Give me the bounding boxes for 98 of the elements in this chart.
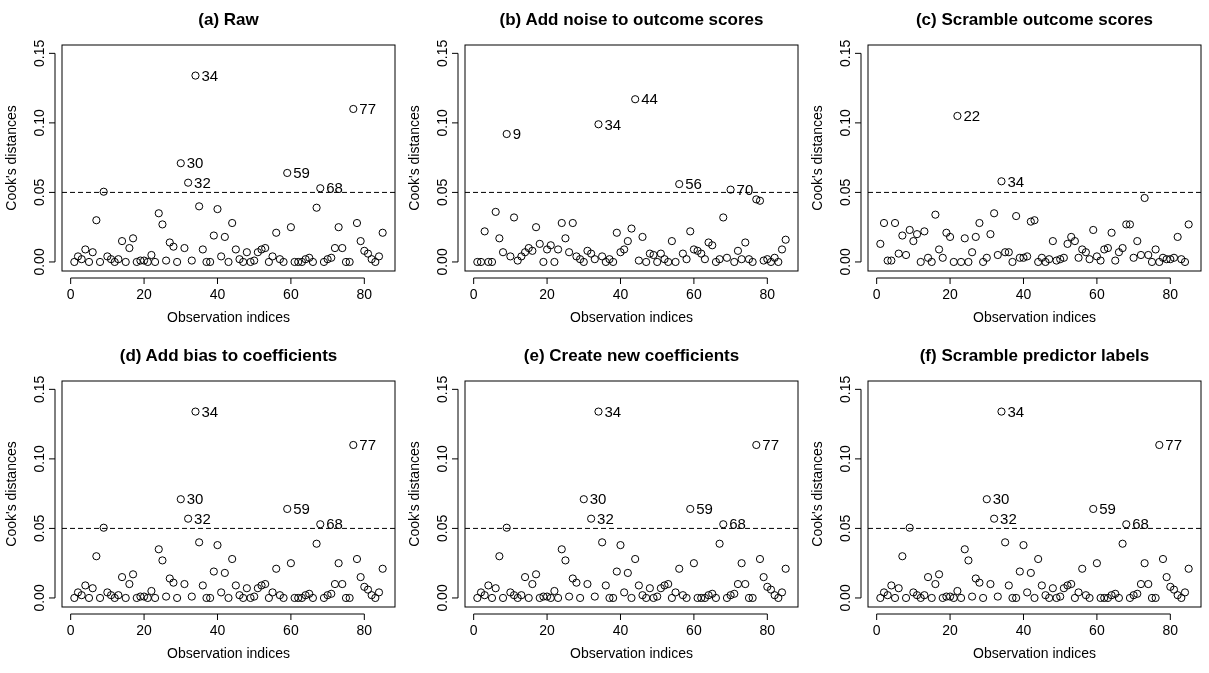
y-tick-label: 0.15	[837, 375, 853, 403]
y-tick-label: 0.15	[31, 39, 47, 67]
annotation: 30	[589, 490, 607, 508]
annotation: 34	[1007, 172, 1025, 190]
y-tick-label: 0.15	[434, 39, 450, 67]
x-axis-title: Observation indices	[973, 645, 1096, 661]
annotation: 32	[597, 509, 614, 527]
annotation: 44	[641, 90, 658, 108]
annotation: 32	[194, 173, 211, 191]
x-tick-label: 40	[1015, 286, 1032, 302]
y-tick-label: 0.05	[434, 178, 450, 207]
annotation: 34	[604, 402, 622, 420]
x-tick-label: 60	[1089, 286, 1105, 302]
x-tick-label: 60	[686, 622, 702, 638]
x-axis-title: Observation indices	[570, 645, 693, 661]
x-tick-label: 0	[872, 286, 881, 302]
y-tick-label: 0.00	[837, 248, 853, 276]
y-tick-label: 0.05	[837, 514, 853, 543]
x-tick-label: 20	[136, 286, 153, 302]
y-axis-title: Cook's distances	[406, 441, 422, 547]
y-tick-label: 0.10	[31, 445, 47, 473]
annotation: 56	[685, 175, 702, 193]
chart-title: (d) Add bias to coefficients	[119, 346, 338, 365]
x-tick-label: 0	[469, 286, 478, 302]
y-tick-label: 0.00	[31, 248, 47, 276]
y-tick-label: 0.05	[31, 514, 47, 543]
x-axis-title: Observation indices	[570, 309, 693, 325]
x-tick-label: 20	[942, 622, 959, 638]
x-tick-label: 80	[759, 286, 776, 302]
annotation: 77	[762, 436, 779, 454]
x-tick-label: 40	[1015, 622, 1032, 638]
x-tick-label: 60	[686, 286, 702, 302]
x-tick-label: 0	[66, 286, 75, 302]
x-tick-label: 20	[539, 286, 556, 302]
chart-title: (f) Scramble predictor labels	[919, 346, 1150, 365]
x-tick-label: 0	[872, 622, 881, 638]
x-axis-title: Observation indices	[973, 309, 1096, 325]
x-tick-label: 80	[356, 286, 373, 302]
x-tick-label: 40	[612, 286, 629, 302]
y-tick-label: 0.05	[31, 178, 47, 207]
annotation: 9	[512, 125, 522, 143]
x-tick-label: 40	[612, 622, 629, 638]
y-tick-label: 0.10	[434, 109, 450, 137]
y-axis-title: Cook's distances	[3, 441, 19, 547]
chart-title: (c) Scramble outcome scores	[915, 10, 1154, 29]
x-tick-label: 80	[1162, 286, 1179, 302]
x-tick-label: 60	[283, 622, 299, 638]
annotation: 22	[963, 107, 981, 125]
y-tick-label: 0.05	[434, 514, 450, 543]
x-tick-label: 20	[539, 622, 556, 638]
y-tick-label: 0.15	[837, 39, 853, 67]
annotation: 30	[186, 490, 204, 508]
y-tick-label: 0.00	[434, 248, 450, 276]
x-tick-label: 60	[1089, 622, 1105, 638]
annotation: 34	[201, 66, 219, 84]
annotation: 77	[1165, 436, 1182, 454]
y-tick-label: 0.15	[31, 375, 47, 403]
y-axis-title: Cook's distances	[809, 441, 825, 547]
x-tick-label: 80	[1162, 622, 1179, 638]
x-tick-label: 60	[283, 286, 299, 302]
x-tick-label: 20	[942, 286, 959, 302]
x-tick-label: 80	[759, 622, 776, 638]
y-axis-title: Cook's distances	[809, 105, 825, 211]
y-tick-label: 0.00	[837, 584, 853, 612]
annotation: 59	[293, 500, 310, 518]
x-tick-label: 20	[136, 622, 153, 638]
x-tick-label: 40	[209, 622, 226, 638]
y-tick-label: 0.10	[837, 109, 853, 137]
annotation: 59	[293, 164, 310, 182]
annotation: 77	[359, 436, 376, 454]
chart-title: (e) Create new coefficients	[523, 346, 740, 365]
y-tick-label: 0.10	[434, 445, 450, 473]
y-tick-label: 0.05	[837, 178, 853, 207]
y-axis-title: Cook's distances	[3, 105, 19, 211]
x-axis-title: Observation indices	[167, 309, 290, 325]
y-tick-label: 0.00	[31, 584, 47, 612]
chart-title: (a) Raw	[198, 10, 260, 29]
annotation: 59	[1099, 500, 1116, 518]
annotation: 77	[359, 100, 376, 118]
annotation: 34	[604, 115, 622, 133]
x-tick-label: 0	[66, 622, 75, 638]
y-tick-label: 0.15	[434, 375, 450, 403]
annotation: 32	[1000, 509, 1017, 527]
annotation: 32	[194, 509, 211, 527]
x-axis-title: Observation indices	[167, 645, 290, 661]
y-tick-label: 0.00	[434, 584, 450, 612]
annotation: 30	[186, 154, 204, 172]
x-tick-label: 40	[209, 286, 226, 302]
annotation: 34	[1007, 402, 1025, 420]
annotation: 59	[696, 500, 713, 518]
x-tick-label: 80	[356, 622, 373, 638]
chart-title: (b) Add noise to outcome scores	[499, 10, 764, 29]
y-axis-title: Cook's distances	[406, 105, 422, 211]
y-tick-label: 0.10	[31, 109, 47, 137]
annotation: 30	[992, 490, 1010, 508]
annotation: 34	[201, 402, 219, 420]
x-tick-label: 0	[469, 622, 478, 638]
y-tick-label: 0.10	[837, 445, 853, 473]
